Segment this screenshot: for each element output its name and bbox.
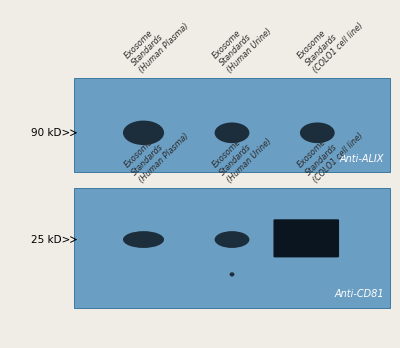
Bar	[74, 78, 390, 172]
Ellipse shape	[215, 122, 249, 143]
Text: Exosome
Standards
(Human Urine): Exosome Standards (Human Urine)	[211, 12, 274, 75]
Text: 25 kD>: 25 kD>	[31, 235, 70, 245]
Text: Exosome
Standards
(COLO1 cell line): Exosome Standards (COLO1 cell line)	[296, 6, 365, 75]
Text: Exosome
Standards
(Human Plasma): Exosome Standards (Human Plasma)	[122, 7, 190, 75]
Ellipse shape	[123, 231, 164, 248]
Ellipse shape	[300, 122, 335, 143]
Text: Anti-ALIX: Anti-ALIX	[340, 153, 384, 164]
Text: Exosome
Standards
(Human Urine): Exosome Standards (Human Urine)	[211, 122, 274, 184]
Text: Exosome
Standards
(Human Plasma): Exosome Standards (Human Plasma)	[122, 117, 190, 184]
Text: Exosome
Standards
(COLO1 cell line): Exosome Standards (COLO1 cell line)	[296, 116, 365, 184]
Ellipse shape	[230, 272, 234, 276]
FancyBboxPatch shape	[274, 219, 339, 258]
Bar	[74, 188, 390, 308]
Ellipse shape	[123, 121, 164, 145]
Ellipse shape	[215, 231, 249, 248]
Text: Anti-CD81: Anti-CD81	[334, 289, 384, 299]
Text: 90 kD>: 90 kD>	[31, 128, 70, 138]
